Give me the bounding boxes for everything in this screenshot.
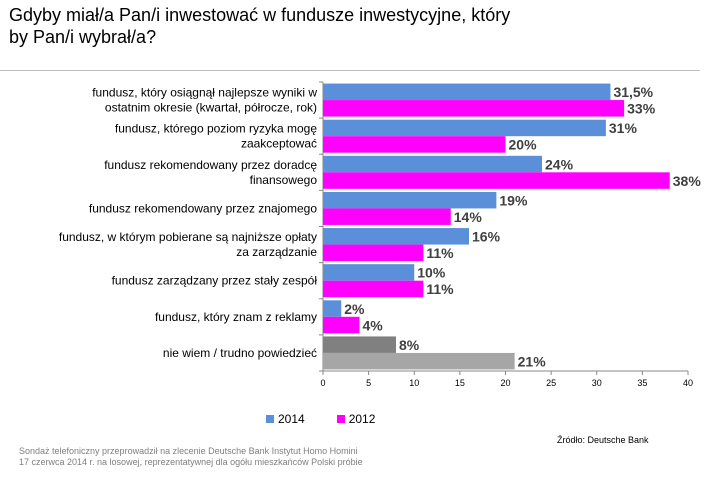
chart-title-line-1: Gdyby miał/a Pan/i inwestować w fundusze… (9, 5, 511, 25)
bar-2014-4 (323, 228, 469, 245)
data-label-2014-5: 10% (417, 265, 446, 281)
legend-item-2012: 2012 (336, 412, 376, 426)
x-tick-label-8: 40 (683, 378, 693, 388)
legend-label-2012: 2012 (348, 412, 376, 426)
bar-2014-7 (323, 336, 396, 353)
bar-2012-0 (323, 100, 625, 117)
category-label-0-0: fundusz, który osiągnął najlepsze wyniki… (92, 86, 317, 100)
data-label-2012-7: 21% (518, 353, 547, 369)
legend-label-2014: 2014 (278, 412, 305, 426)
data-label-2012-2: 38% (673, 173, 702, 189)
x-tick-label-6: 30 (592, 378, 602, 388)
bar-2012-7 (323, 352, 515, 370)
chart-title-line-2: by Pan/i wybrał/a? (9, 27, 157, 47)
bar-2014-1 (323, 119, 606, 137)
bar-2014-6 (323, 300, 342, 317)
x-tick-label-0: 0 (320, 378, 325, 388)
x-tick-label-1: 5 (366, 378, 371, 388)
data-label-2014-1: 31% (609, 120, 638, 136)
data-label-2012-4: 11% (426, 245, 454, 261)
bar-2012-1 (323, 136, 506, 153)
category-label-4-0: fundusz, w którym pobierane są najniższe… (59, 230, 317, 244)
data-label-2012-3: 14% (454, 209, 483, 225)
footnote-line-2: 17 czerwca 2014 r. na losowej, reprezent… (19, 457, 363, 467)
x-tick-label-2: 10 (409, 378, 419, 388)
data-label-2012-0: 33% (627, 101, 656, 117)
x-tick-label-7: 35 (637, 378, 647, 388)
data-label-2014-3: 19% (499, 192, 528, 208)
legend: 2014 2012 (266, 412, 375, 426)
data-label-2014-2: 24% (545, 156, 574, 172)
legend-swatch-2012 (336, 415, 345, 423)
bar-2012-2 (323, 172, 670, 189)
category-label-2-0: fundusz rekomendowany przez doradcę (104, 158, 317, 172)
data-label-2014-6: 2% (344, 301, 365, 317)
chart-title: Gdyby miał/a Pan/i inwestować w fundusze… (9, 4, 609, 48)
data-label-2014-4: 16% (472, 229, 501, 245)
footnote-line-1: Sondaż telefoniczny przeprowadził na zle… (19, 446, 358, 456)
bar-2012-3 (323, 208, 451, 225)
source-note: Źródło: Deutsche Bank (557, 435, 649, 445)
bar-2014-3 (323, 191, 497, 209)
data-label-2012-5: 11% (426, 281, 454, 297)
bar-2012-6 (323, 316, 360, 334)
x-tick-label-4: 20 (500, 378, 510, 388)
category-label-7-0: nie wiem / trudno powiedzieć (163, 346, 317, 360)
legend-swatch-2014 (266, 415, 274, 423)
bar-2012-5 (323, 280, 424, 298)
bar-2012-4 (323, 244, 424, 262)
legend-item-2014: 2014 (266, 412, 305, 426)
category-label-4-1: za zarządzanie (236, 245, 317, 259)
bar-2014-2 (323, 155, 542, 173)
category-label-1-0: fundusz, którego poziom ryzyka mogę (115, 122, 317, 136)
data-label-2012-1: 20% (509, 137, 538, 153)
category-label-0-1: ostatnim okresie (kwartał, półrocze, rok… (105, 101, 317, 115)
category-label-6-0: fundusz, który znam z reklamy (155, 310, 317, 324)
bar-2014-5 (323, 264, 415, 281)
data-label-2012-6: 4% (363, 317, 384, 333)
category-label-3-0: fundusz rekomendowany przez znajomego (89, 201, 317, 215)
data-label-2014-0: 31,5% (613, 84, 653, 100)
data-label-2014-7: 8% (399, 337, 420, 353)
bar-2014-0 (323, 83, 611, 101)
x-tick-label-3: 15 (455, 378, 465, 388)
category-label-1-1: zaakceptować (241, 137, 317, 151)
category-label-5-0: fundusz zarządzany przez stały zespół (112, 274, 318, 288)
survey-footnote: Sondaż telefoniczny przeprowadził na zle… (19, 446, 363, 468)
x-tick-label-5: 25 (546, 378, 556, 388)
category-label-2-1: finansowego (250, 173, 318, 187)
title-divider (0, 70, 700, 71)
